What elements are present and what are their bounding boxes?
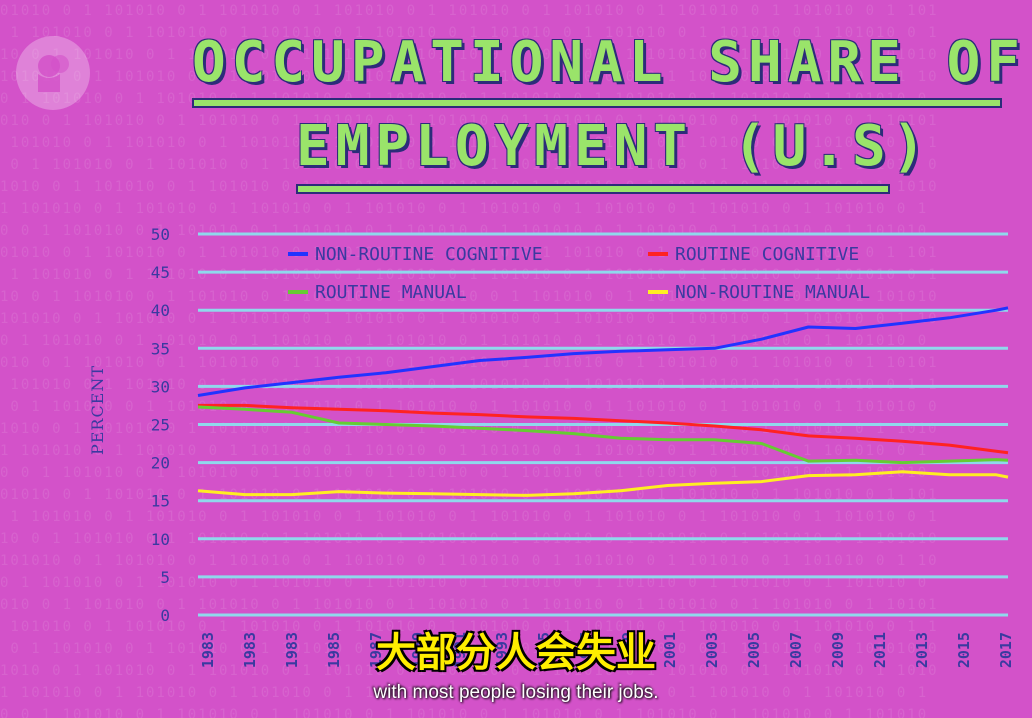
pbs-logo-graphic — [38, 55, 69, 92]
chart-title-line-2: EMPLOYMENT (U.S) — [296, 114, 932, 179]
title-underline-1 — [192, 98, 1002, 108]
legend-label: NON-ROUTINE MANUAL — [675, 282, 870, 303]
x-tick-label: 2017 — [997, 632, 1015, 668]
x-tick-label: 2011 — [871, 632, 889, 668]
x-tick-label: 1991 — [451, 632, 469, 668]
series-line — [197, 470, 1009, 497]
x-tick-label: 1993 — [493, 632, 511, 668]
series-line — [197, 405, 1009, 465]
legend-label: ROUTINE MANUAL — [315, 282, 467, 303]
y-tick-label: 5 — [160, 568, 170, 587]
legend: NON-ROUTINE COGNITIVE ROUTINE COGNITIVE RO… — [288, 244, 870, 303]
x-tick-label: 1983 — [199, 632, 217, 668]
y-tick-label: 20 — [151, 454, 170, 473]
x-tick-label: 1997 — [577, 632, 595, 668]
y-tick-label: 45 — [151, 263, 170, 282]
y-tick-label: 35 — [151, 339, 170, 358]
x-tick-label: 1989 — [409, 632, 427, 668]
x-tick-label: 2013 — [913, 632, 931, 668]
x-tick-label: 2007 — [787, 632, 805, 668]
x-tick-label: 2015 — [955, 632, 973, 668]
y-axis-label: PERCENT — [88, 365, 107, 455]
y-tick-label: 15 — [151, 492, 170, 511]
y-tick-label: 40 — [151, 301, 170, 320]
y-tick-label: 0 — [160, 606, 170, 625]
chart-title-line-1: OCCUPATIONAL SHARE OF — [192, 30, 1027, 95]
y-tick-label: 25 — [151, 416, 170, 435]
x-tick-label: 2005 — [745, 632, 763, 668]
y-tick-label: 10 — [151, 530, 170, 549]
x-tick-label: 1985 — [325, 632, 343, 668]
pbs-logo-icon — [16, 36, 90, 110]
subtitle-chinese: 大部分人会失业 — [376, 630, 656, 676]
title-underline-2 — [296, 184, 890, 194]
x-tick-label: 1999 — [619, 632, 637, 668]
x-tick-label: 1987 — [367, 632, 385, 668]
x-axis-ticks: 1983 1983 1983 1985 1987 1989 1991 1993 1995 1997… — [199, 632, 1015, 668]
subtitle-english: with most people losing their jobs. — [373, 682, 659, 703]
x-tick-label: 1983 — [241, 632, 259, 668]
series-lines — [197, 306, 1009, 497]
series-line — [198, 403, 1009, 455]
y-tick-label: 50 — [151, 225, 170, 244]
x-tick-label: 1983 — [283, 632, 301, 668]
x-tick-label: 2001 — [661, 632, 679, 668]
y-axis-ticks: 0 5 10 15 20 25 30 35 40 45 50 — [151, 225, 170, 625]
x-tick-label: 1995 — [535, 632, 553, 668]
x-tick-label: 2009 — [829, 632, 847, 668]
legend-label: ROUTINE COGNITIVE — [675, 244, 859, 265]
x-tick-label: 2003 — [703, 632, 721, 668]
legend-label: NON-ROUTINE COGNITIVE — [315, 244, 543, 265]
y-tick-label: 30 — [151, 377, 170, 396]
series-line — [197, 306, 1009, 397]
